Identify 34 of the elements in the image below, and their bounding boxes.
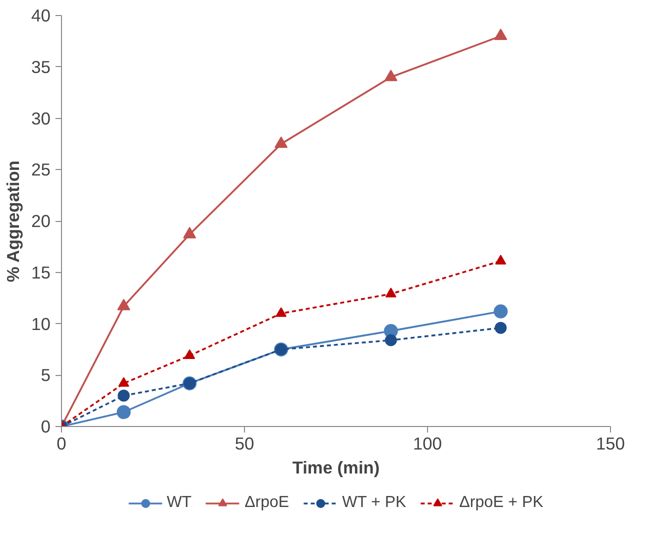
y-tick-label: 0 (40, 416, 51, 436)
point (494, 304, 508, 318)
y-tick-label: 30 (31, 108, 51, 128)
legend-label: WT + PK (342, 494, 406, 512)
point (385, 288, 396, 298)
x-tick-label: 100 (413, 434, 442, 454)
point (117, 298, 130, 310)
x-axis-title: Time (min) (292, 458, 380, 478)
y-tick-label: 25 (31, 160, 51, 180)
x-tick-label: 150 (596, 434, 625, 454)
y-tick-label: 5 (40, 365, 51, 386)
y-tick-label: 10 (31, 314, 51, 334)
y-tick-label: 35 (31, 56, 51, 77)
point (494, 322, 507, 334)
y-tick-label: 15 (31, 262, 51, 282)
point (494, 28, 508, 40)
point (118, 377, 130, 387)
point (118, 390, 130, 402)
legend-label: WT (166, 494, 192, 512)
point (184, 349, 196, 359)
point (276, 307, 287, 317)
legend-label: ΔrpoE (244, 494, 290, 512)
y-tick-label: 20 (31, 211, 51, 231)
y-axis-title: % Aggregation (3, 160, 24, 282)
point (495, 254, 506, 264)
point (116, 405, 131, 420)
x-tick-label: 0 (56, 434, 66, 454)
point (274, 136, 288, 148)
point (183, 226, 196, 238)
legend-label: ΔrpoE + PK (459, 494, 544, 512)
x-tick-label: 50 (234, 434, 254, 454)
y-tick-label: 40 (31, 6, 51, 26)
point (384, 334, 397, 346)
point (384, 70, 398, 82)
